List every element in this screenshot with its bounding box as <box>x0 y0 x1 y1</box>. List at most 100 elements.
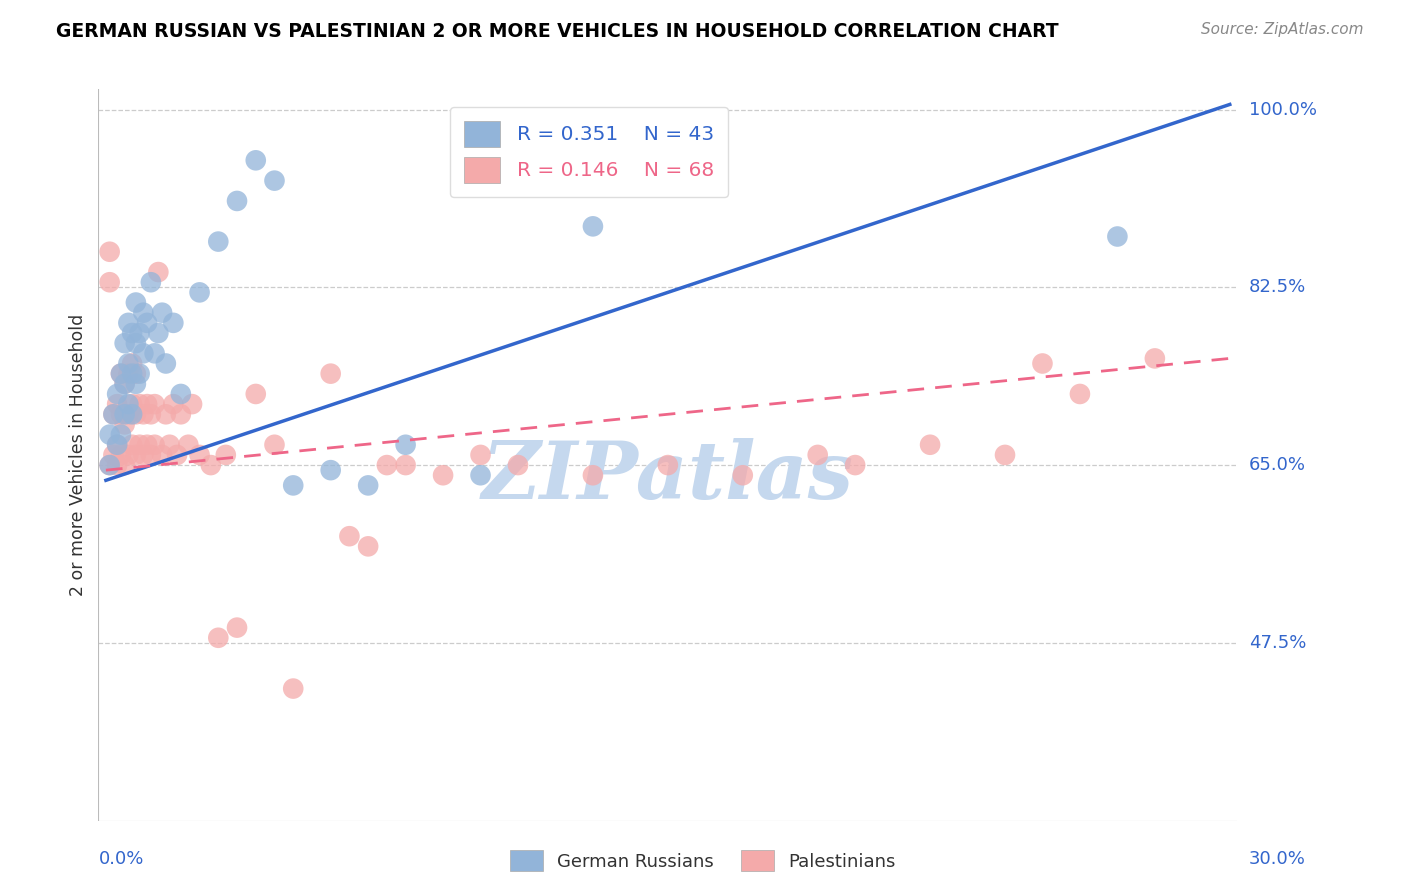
Point <box>132 346 155 360</box>
Point <box>136 397 159 411</box>
Point <box>121 407 143 421</box>
Text: 0.0%: 0.0% <box>98 850 143 868</box>
Point <box>170 407 193 421</box>
Text: 100.0%: 100.0% <box>1249 101 1316 119</box>
Point <box>105 438 128 452</box>
Point <box>117 367 139 381</box>
Point <box>139 448 162 462</box>
Point <box>148 326 170 340</box>
Point <box>148 265 170 279</box>
Point <box>98 427 121 442</box>
Text: Source: ZipAtlas.com: Source: ZipAtlas.com <box>1201 22 1364 37</box>
Legend: German Russians, Palestinians: German Russians, Palestinians <box>503 843 903 879</box>
Point <box>114 417 136 432</box>
Point <box>394 458 416 472</box>
Point <box>121 326 143 340</box>
Point <box>132 306 155 320</box>
Point <box>117 397 139 411</box>
Point <box>1031 356 1053 370</box>
Text: GERMAN RUSSIAN VS PALESTINIAN 2 OR MORE VEHICLES IN HOUSEHOLD CORRELATION CHART: GERMAN RUSSIAN VS PALESTINIAN 2 OR MORE … <box>56 22 1059 41</box>
Point <box>132 407 155 421</box>
Point <box>432 468 454 483</box>
Point <box>128 438 150 452</box>
Point <box>103 407 125 421</box>
Point <box>1107 229 1129 244</box>
Point <box>357 478 380 492</box>
Point <box>103 448 125 462</box>
Point <box>132 448 155 462</box>
Point <box>245 153 267 168</box>
Point <box>98 244 121 259</box>
Point <box>125 367 148 381</box>
Point <box>117 316 139 330</box>
Point <box>188 285 211 300</box>
Point <box>200 458 222 472</box>
Point <box>128 397 150 411</box>
Point <box>121 356 143 370</box>
Point <box>121 438 143 452</box>
Point <box>105 387 128 401</box>
Point <box>105 397 128 411</box>
Point <box>582 468 605 483</box>
Text: 82.5%: 82.5% <box>1249 278 1306 296</box>
Point <box>117 356 139 370</box>
Point <box>159 438 181 452</box>
Point <box>319 367 342 381</box>
Point <box>105 438 128 452</box>
Point <box>215 448 238 462</box>
Text: 30.0%: 30.0% <box>1249 850 1306 868</box>
Point <box>139 275 162 289</box>
Point <box>114 407 136 421</box>
Point <box>375 458 398 472</box>
Point <box>136 438 159 452</box>
Point <box>357 539 380 553</box>
Point <box>110 448 132 462</box>
Point <box>143 346 166 360</box>
Point <box>98 458 121 472</box>
Point <box>110 407 132 421</box>
Point <box>394 438 416 452</box>
Point <box>166 448 188 462</box>
Point <box>470 468 492 483</box>
Point <box>263 173 285 187</box>
Point <box>181 397 204 411</box>
Point <box>125 376 148 391</box>
Point <box>226 621 249 635</box>
Point <box>103 407 125 421</box>
Point <box>155 407 177 421</box>
Point <box>105 458 128 472</box>
Point <box>128 367 150 381</box>
Point <box>143 438 166 452</box>
Point <box>319 463 342 477</box>
Point <box>339 529 361 543</box>
Point <box>844 458 866 472</box>
Point <box>207 631 229 645</box>
Point <box>657 458 679 472</box>
Text: ZIPatlas: ZIPatlas <box>482 438 853 516</box>
Point <box>143 397 166 411</box>
Point <box>283 681 305 696</box>
Point <box>117 407 139 421</box>
Point <box>177 438 200 452</box>
Point <box>582 219 605 234</box>
Point <box>807 448 830 462</box>
Point <box>207 235 229 249</box>
Point <box>114 376 136 391</box>
Point <box>125 407 148 421</box>
Point <box>110 367 132 381</box>
Point <box>162 397 184 411</box>
Point <box>114 458 136 472</box>
Point <box>283 478 305 492</box>
Point <box>226 194 249 208</box>
Point <box>125 448 148 462</box>
Point <box>1143 351 1166 366</box>
Point <box>263 438 285 452</box>
Point <box>121 367 143 381</box>
Point <box>170 387 193 401</box>
Point <box>114 336 136 351</box>
Point <box>110 367 132 381</box>
Point <box>994 448 1017 462</box>
Point <box>98 458 121 472</box>
Legend: R = 0.351    N = 43, R = 0.146    N = 68: R = 0.351 N = 43, R = 0.146 N = 68 <box>450 106 728 196</box>
Point <box>114 376 136 391</box>
